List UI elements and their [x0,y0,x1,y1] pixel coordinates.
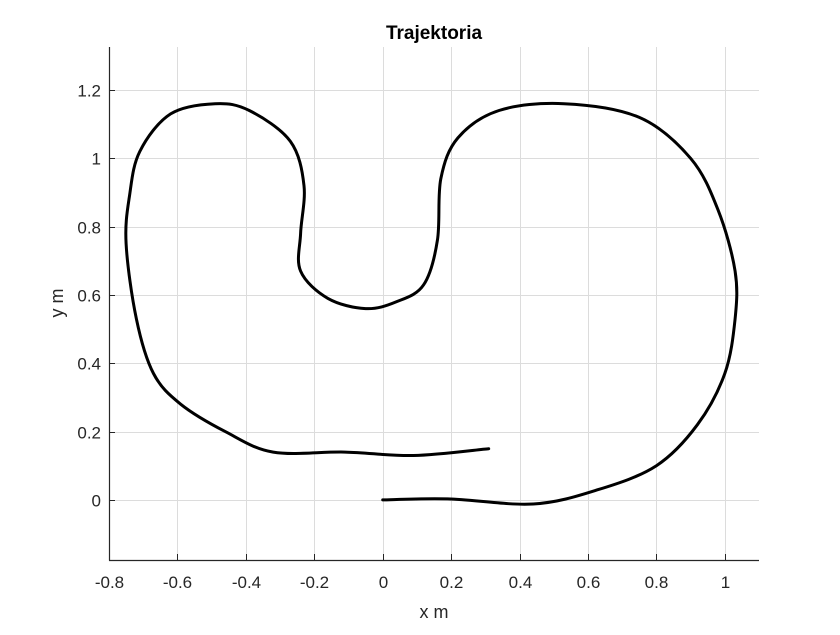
y-tick-label: 1.2 [77,82,101,101]
y-axis-label: y m [47,289,67,318]
x-tick-label: -0.2 [300,573,329,592]
x-tick-label: 0.8 [645,573,669,592]
y-tick-label: 0.6 [77,287,101,306]
x-tick-label: -0.4 [232,573,261,592]
x-tick-label: 0.6 [577,573,601,592]
data-series [124,101,739,506]
y-tick-label: 0.4 [77,355,101,374]
x-tick-label: -0.8 [95,573,124,592]
x-tick-label: 0.2 [440,573,464,592]
chart-title: Trajektoria [386,23,483,44]
axes [108,47,759,562]
x-axis-ticks: -0.8 -0.6 -0.4 -0.2 0 0.2 0.4 0.6 0.8 1 [95,554,730,592]
y-tick-label: 0.2 [77,424,101,443]
trajectory-line [124,101,739,506]
x-tick-label: 0.4 [509,573,533,592]
y-tick-label: 1 [92,150,101,169]
y-tick-label: 0.8 [77,219,101,238]
x-tick-label: 1 [721,573,730,592]
grid-lines [109,47,759,560]
x-tick-label: 0 [379,573,388,592]
x-axis-label: x m [420,602,449,622]
y-tick-label: 0 [92,492,101,511]
y-axis-ticks: 0 0.2 0.4 0.6 0.8 1 1.2 [77,82,115,511]
x-tick-label: -0.6 [163,573,192,592]
